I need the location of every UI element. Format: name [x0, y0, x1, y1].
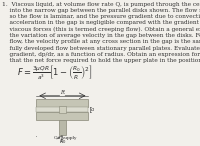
Text: Oil supply: Oil supply [54, 136, 77, 140]
Bar [36, 112, 88, 120]
Bar [36, 99, 88, 107]
Text: $F = \frac{3\mu QR}{a^3}\left[1 - \left(\frac{R_0}{R}\right)^2\right]$: $F = \frac{3\mu QR}{a^3}\left[1 - \left(… [17, 63, 93, 82]
Text: 1.  Viscous liquid, at volume flow rate Q, is pumped through the central opening: 1. Viscous liquid, at volume flow rate Q… [2, 2, 200, 63]
Text: a: a [91, 107, 94, 112]
Bar [59, 106, 66, 113]
Bar [36, 107, 88, 112]
Bar [59, 120, 66, 135]
Text: R: R [60, 90, 64, 95]
Text: $R_0$: $R_0$ [59, 137, 66, 146]
